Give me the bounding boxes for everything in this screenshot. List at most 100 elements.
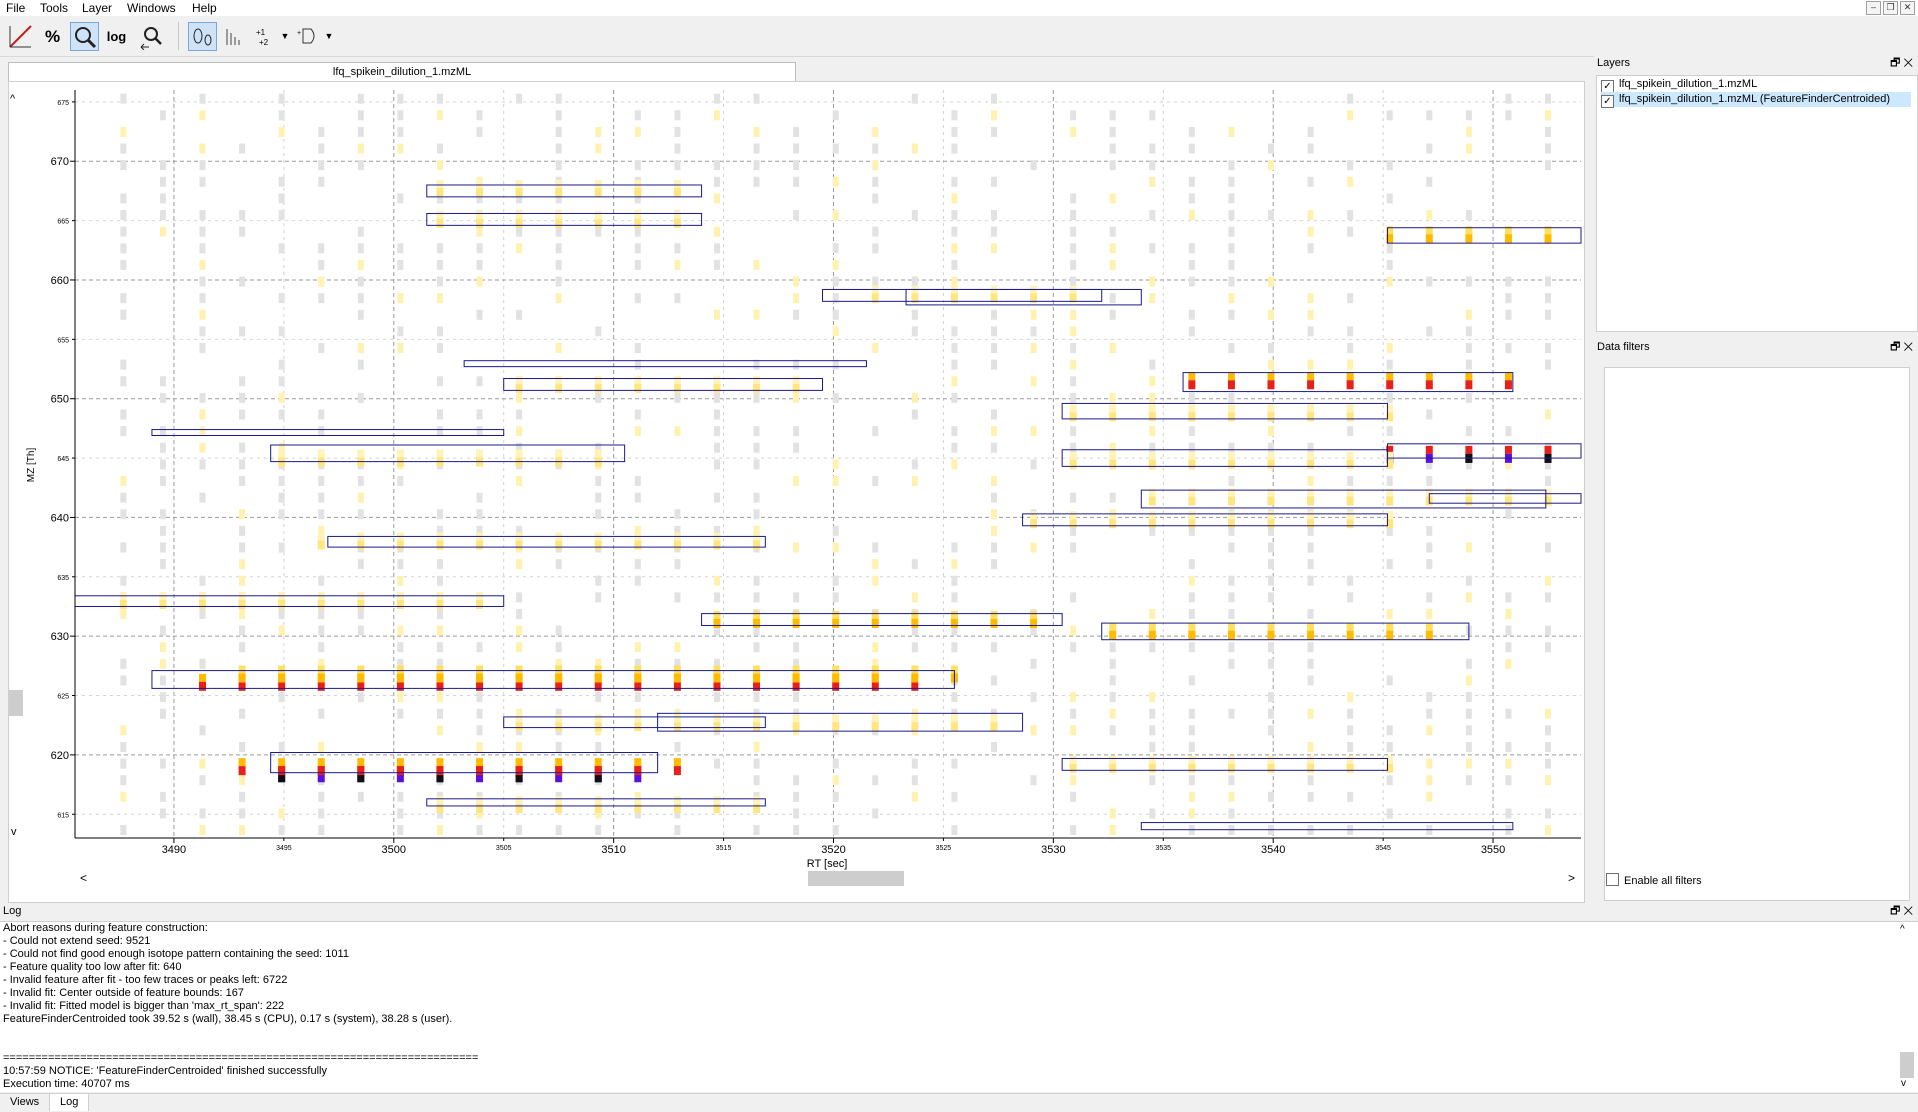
background-peak: [199, 758, 206, 769]
background-peak: [634, 658, 641, 669]
peak-cell: [792, 681, 800, 691]
log-intensity-button[interactable]: log: [102, 22, 131, 51]
peak-cell: [1307, 630, 1315, 640]
menu-file[interactable]: File: [6, 1, 26, 15]
horizontal-scroll-thumb[interactable]: [808, 871, 904, 886]
peak-cell: [436, 796, 444, 805]
background-peak: [357, 226, 364, 237]
background-peak: [120, 426, 127, 437]
scroll-down-arrow[interactable]: v: [11, 826, 17, 838]
filters-list[interactable]: [1604, 367, 1910, 901]
close-dock-icon[interactable]: ✕: [1903, 905, 1913, 917]
peak-cell: [515, 383, 523, 393]
peak-cell: [1307, 763, 1315, 773]
log-scroll-thumb[interactable]: [1900, 1052, 1914, 1078]
close-dock-icon[interactable]: ✕: [1903, 341, 1913, 353]
background-peak: [990, 475, 997, 486]
enable-filters-checkbox[interactable]: [1606, 873, 1619, 886]
background-peak: [1426, 559, 1433, 570]
layer-item[interactable]: ✓ lfq_spikein_dilution_1.mzML: [1601, 77, 1757, 93]
menu-layer[interactable]: Layer: [82, 1, 113, 15]
menu-help[interactable]: Help: [192, 1, 217, 15]
background-peak: [1030, 376, 1037, 387]
background-peak: [120, 376, 127, 387]
background-peak: [1505, 293, 1512, 304]
peak-cell: [832, 610, 840, 619]
zoom-fit-button[interactable]: [138, 22, 167, 51]
menu-windows[interactable]: Windows: [127, 1, 176, 15]
background-peak: [159, 426, 166, 437]
background-peak: [159, 692, 166, 703]
peak-cell: [1227, 459, 1235, 469]
close-window-button[interactable]: ✕: [1900, 1, 1915, 15]
percentage-intensity-button[interactable]: %: [38, 22, 67, 51]
background-peak: [1505, 758, 1512, 769]
layer-checkbox[interactable]: ✓: [1601, 95, 1614, 108]
log-icon: log: [106, 29, 127, 44]
background-peak: [753, 741, 760, 752]
peak-cell: [436, 210, 444, 219]
scroll-left-arrow[interactable]: <: [80, 871, 88, 885]
float-dock-icon[interactable]: 🗗: [1890, 341, 1901, 353]
peak-cell: [911, 293, 919, 303]
background-peak: [1505, 592, 1512, 603]
charge-dropdown-button[interactable]: ▼: [278, 22, 292, 51]
background-peak: [1030, 326, 1037, 337]
background-peak: [1545, 741, 1552, 752]
close-dock-icon[interactable]: ✕: [1903, 57, 1913, 69]
tab-views[interactable]: Views: [0, 1094, 51, 1111]
ms-map-plot[interactable]: 3490 3500 3510 3520 3530 3540 3550 3495 3505 3515…: [0, 81, 1585, 911]
background-peak: [1228, 575, 1235, 586]
feature-box: [1428, 493, 1582, 504]
background-peak: [1347, 110, 1354, 121]
background-peak: [990, 343, 997, 354]
background-peak: [951, 243, 958, 254]
scroll-right-arrow[interactable]: >: [1568, 871, 1576, 885]
peak-cell: [278, 681, 286, 691]
peak-cell: [1346, 630, 1354, 640]
view-tab[interactable]: lfq_spikein_dilution_1.mzML: [8, 62, 796, 82]
minimize-button[interactable]: –: [1866, 1, 1881, 15]
log-scroll-up-arrow[interactable]: ^: [1900, 924, 1905, 935]
background-peak: [436, 808, 443, 819]
show-peaks-button[interactable]: [220, 22, 249, 51]
scroll-up-arrow[interactable]: ^: [10, 93, 16, 105]
background-peak: [713, 575, 720, 586]
linear-intensity-button[interactable]: [6, 22, 35, 51]
enable-filters-option[interactable]: Enable all filters: [1606, 873, 1702, 887]
background-peak: [911, 143, 918, 154]
background-peak: [159, 376, 166, 387]
background-peak: [674, 658, 681, 669]
float-dock-icon[interactable]: 🗗: [1890, 57, 1901, 69]
layer-item[interactable]: ✓ lfq_spikein_dilution_1.mzML (FeatureFin…: [1601, 92, 1911, 108]
background-peak: [1149, 775, 1156, 786]
peak-cell: [396, 773, 404, 783]
y-tick-label: 655: [57, 337, 69, 344]
peaks-icon: [226, 29, 240, 45]
feature-box: [1101, 622, 1470, 641]
charge-state-button[interactable]: +1 +2: [252, 22, 281, 51]
menu-tools[interactable]: Tools: [40, 1, 69, 15]
background-peak: [199, 608, 206, 619]
peak-cell: [1504, 234, 1512, 244]
peak-cell: [1425, 380, 1433, 390]
background-peak: [436, 692, 443, 703]
background-peak: [1228, 791, 1235, 802]
tab-log[interactable]: Log: [50, 1094, 90, 1111]
show-projections-button[interactable]: [188, 22, 217, 51]
background-peak: [990, 426, 997, 437]
label-mode-button[interactable]: +: [294, 22, 323, 51]
log-output[interactable]: Abort reasons during feature constructio…: [0, 921, 1918, 1092]
log-scroll-down-arrow[interactable]: v: [1901, 1078, 1906, 1089]
vertical-scroll-thumb[interactable]: [9, 690, 23, 716]
float-dock-icon[interactable]: 🗗: [1890, 905, 1901, 917]
peak-cell: [911, 610, 919, 619]
background-peak: [951, 825, 958, 836]
x-tick-label: 3495: [276, 845, 292, 852]
background-peak: [595, 825, 602, 836]
restore-button[interactable]: ❐: [1883, 1, 1898, 15]
peak-cell: [1346, 755, 1354, 764]
snap-to-max-intensity-button[interactable]: [70, 22, 99, 51]
background-peak: [357, 343, 364, 354]
label-dropdown-button[interactable]: ▼: [322, 22, 336, 51]
